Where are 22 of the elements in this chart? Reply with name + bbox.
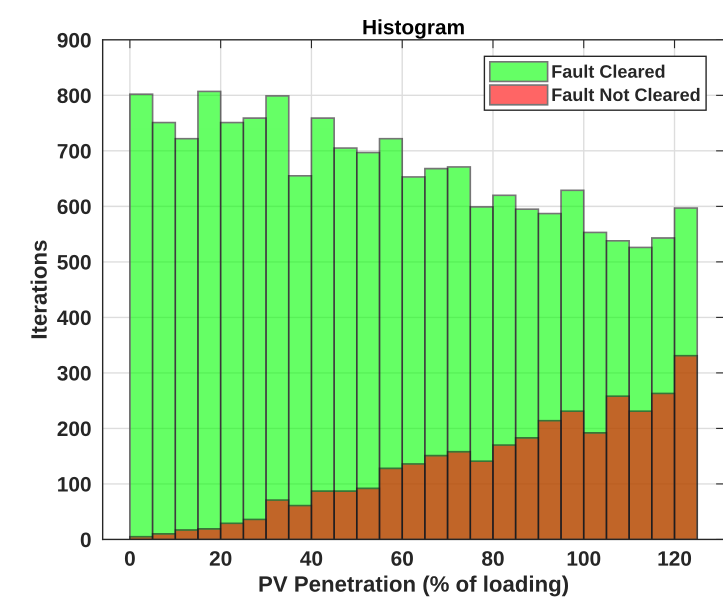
x-tick-label: 20 [210, 551, 232, 566]
x-tick-label: 80 [482, 551, 504, 566]
y-tick-label: 100 [58, 476, 91, 492]
y-axis-title: Iterations [30, 240, 47, 338]
x-tick-label: 100 [568, 551, 600, 566]
y-tick-label: 800 [57, 88, 91, 104]
y-tick-label: 200 [58, 421, 91, 436]
y-tick-label: 300 [57, 366, 91, 381]
y-tick-label: 900 [58, 32, 91, 48]
x-tick-label: 40 [300, 551, 322, 566]
legend-label: Fault Not Cleared [552, 88, 700, 102]
legend-label: Fault Cleared [552, 64, 664, 78]
chart-title: Histogram [363, 19, 464, 39]
y-tick-label: 600 [58, 199, 91, 214]
y-tick-label: 0 [80, 532, 91, 548]
x-tick-label: 60 [391, 551, 413, 566]
x-tick-label: 0 [124, 551, 135, 566]
y-tick-label: 500 [57, 254, 91, 270]
x-axis-title: PV Penetration (% of loading) [259, 576, 568, 596]
y-tick-label: 400 [57, 310, 91, 326]
y-tick-label: 700 [58, 144, 91, 159]
x-tick-label: 120 [658, 551, 692, 566]
